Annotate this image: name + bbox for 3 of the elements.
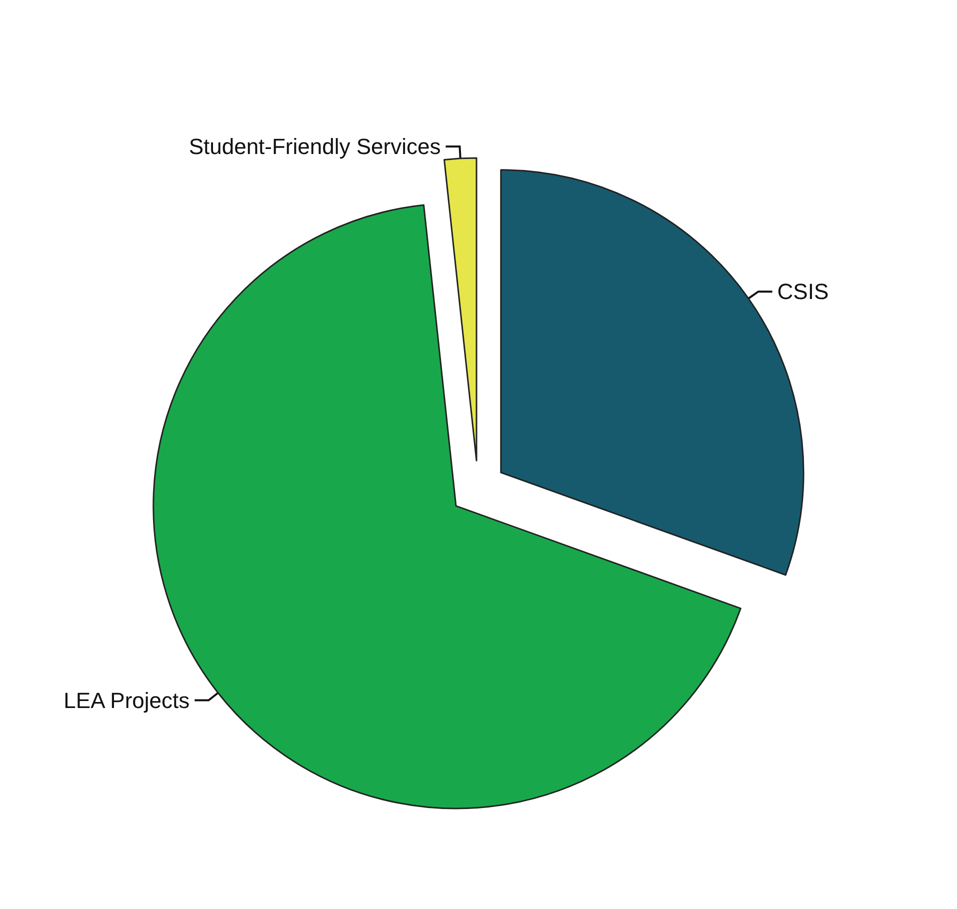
slice-label: CSIS	[777, 279, 829, 304]
slice-label: LEA Projects	[64, 688, 190, 713]
slice-label: Student-Friendly Services	[188, 134, 441, 159]
